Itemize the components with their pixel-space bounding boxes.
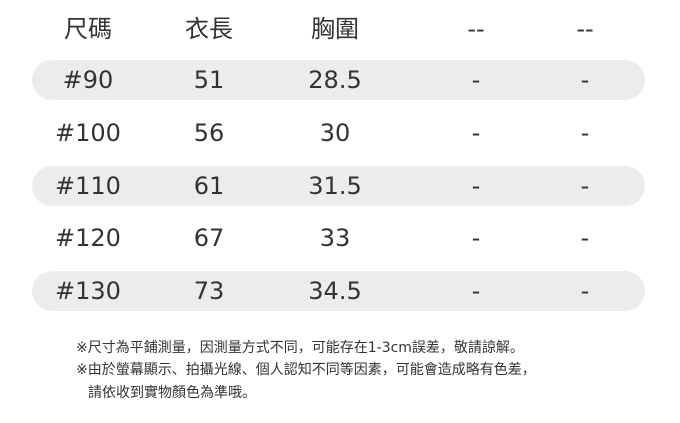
row-background: [32, 271, 645, 311]
table-cell: #120: [55, 224, 121, 252]
table-cell: -: [580, 277, 590, 305]
table-cell: -: [471, 172, 481, 200]
table-cell: -: [471, 277, 481, 305]
table-cell: -: [471, 119, 481, 147]
row-background: [32, 60, 645, 100]
table-cell: #100: [55, 119, 121, 147]
table-cell: -: [580, 224, 590, 252]
table-cell: 34.5: [308, 277, 362, 305]
note-line: ※尺寸為平鋪測量，因測量方式不同，可能存在1-3cm誤差，敬請諒解。: [76, 340, 524, 356]
table-cell: 28.5: [308, 66, 362, 94]
header-cell: --: [467, 15, 485, 43]
table-cell: -: [471, 224, 481, 252]
header-cell: 胸圍: [311, 15, 359, 43]
note-line: 請依收到實物顏色為準哦。: [88, 385, 256, 401]
header-cell: --: [576, 15, 594, 43]
table-cell: 31.5: [308, 172, 362, 200]
row-background: [32, 166, 645, 206]
table-cell: 30: [319, 119, 351, 147]
table-cell: 56: [193, 119, 225, 147]
table-cell: -: [580, 66, 590, 94]
table-cell: #110: [55, 172, 121, 200]
table-cell: -: [471, 66, 481, 94]
table-cell: #90: [62, 66, 114, 94]
table-cell: 61: [193, 172, 225, 200]
table-cell: #130: [55, 277, 121, 305]
table-cell: 67: [193, 224, 225, 252]
table-cell: 33: [319, 224, 351, 252]
header-cell: 尺碼: [64, 15, 112, 43]
header-cell: 衣長: [185, 15, 233, 43]
table-cell: -: [580, 119, 590, 147]
table-cell: -: [580, 172, 590, 200]
table-cell: 51: [193, 66, 225, 94]
table-cell: 73: [193, 277, 225, 305]
note-line: ※由於螢幕顯示、拍攝光線、個人認知不同等因素，可能會造成略有色差，: [76, 362, 536, 378]
